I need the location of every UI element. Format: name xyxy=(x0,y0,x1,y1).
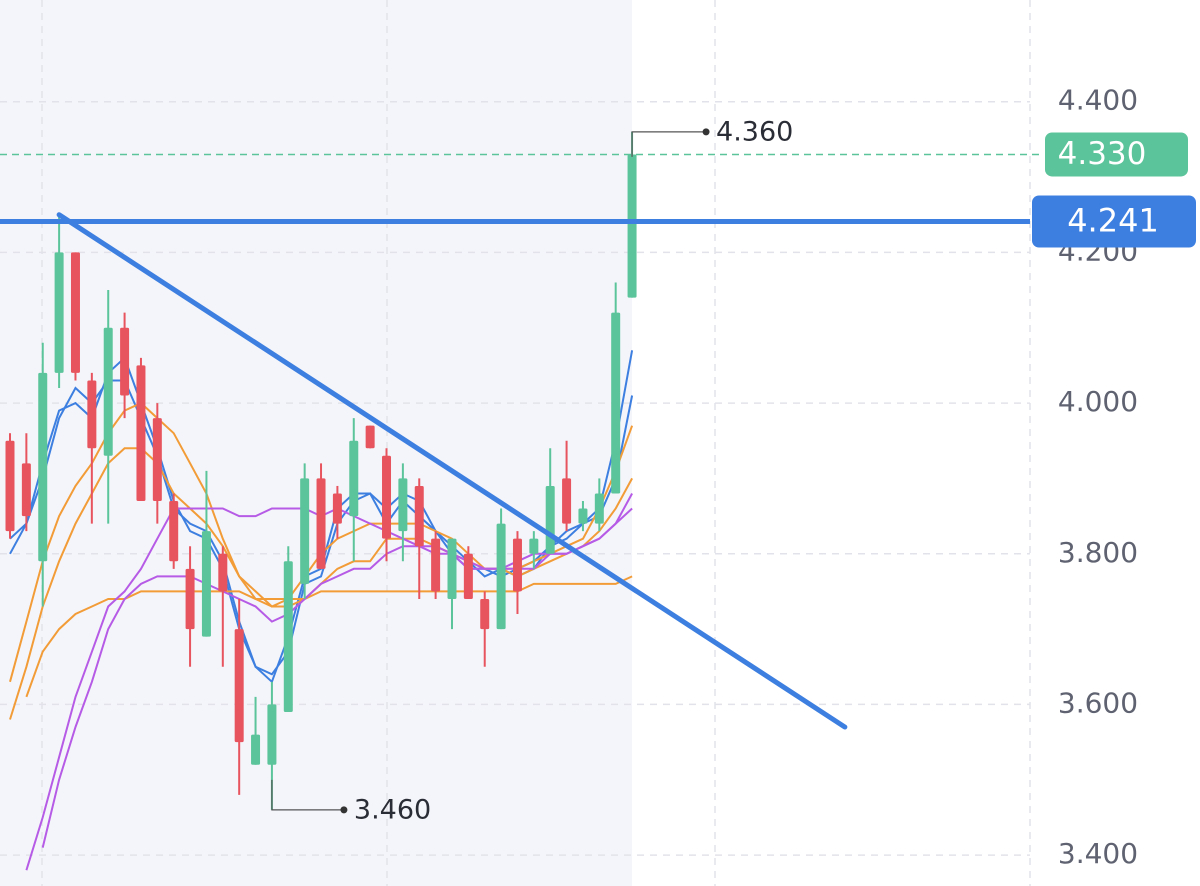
candle-body xyxy=(349,440,359,517)
candle-body xyxy=(447,538,457,599)
marker-dot xyxy=(340,806,348,814)
y-tick-label: 4.000 xyxy=(1058,385,1138,418)
candle-body xyxy=(332,493,342,524)
y-tick-label: 3.400 xyxy=(1058,837,1138,870)
candle-body xyxy=(545,485,555,554)
candle-body xyxy=(594,493,604,524)
candle-body xyxy=(562,478,572,524)
candle-body xyxy=(627,154,637,298)
candle-body xyxy=(234,629,244,743)
candle-body xyxy=(365,425,375,449)
level-badge xyxy=(1032,195,1196,248)
candle-body xyxy=(512,538,522,592)
y-tick-label: 4.400 xyxy=(1058,84,1138,117)
candle-body xyxy=(54,252,64,373)
candle-body xyxy=(5,440,15,532)
y-tick-label: 3.800 xyxy=(1058,536,1138,569)
candle-body xyxy=(300,478,310,584)
y-tick-label: 3.600 xyxy=(1058,686,1138,719)
candle-body xyxy=(201,531,211,637)
trendline xyxy=(56,212,848,730)
candle-body xyxy=(70,252,80,373)
candle-body xyxy=(218,553,228,592)
last-price-label: 4.330 xyxy=(1058,136,1147,172)
candle-body xyxy=(185,568,195,630)
candle-body xyxy=(136,365,146,502)
high-marker-leader xyxy=(631,131,707,157)
candle-body xyxy=(496,523,506,630)
candle-body xyxy=(611,312,621,494)
candle-body xyxy=(414,485,424,547)
candle-body xyxy=(398,478,408,532)
candle-body xyxy=(103,327,113,456)
marker-label: 3.460 xyxy=(354,794,431,825)
candle-body xyxy=(316,478,326,569)
candle-body xyxy=(578,508,588,524)
marker-dot xyxy=(702,128,710,136)
ma-line xyxy=(25,507,633,871)
candle-body xyxy=(120,327,130,396)
candle-body xyxy=(267,704,277,765)
candle-body xyxy=(463,553,473,599)
candle-body xyxy=(283,561,293,712)
candle-body xyxy=(431,538,441,592)
candle-body xyxy=(38,372,48,562)
low-marker-leader xyxy=(271,779,344,811)
last-price-badge xyxy=(1045,132,1188,177)
candle-body xyxy=(529,538,539,554)
candle-body xyxy=(251,734,261,765)
candle-body xyxy=(21,463,31,517)
candle-body xyxy=(152,418,162,502)
marker-label: 4.360 xyxy=(716,116,793,147)
candle-body xyxy=(480,598,490,630)
candle-body xyxy=(87,380,97,449)
candle-body xyxy=(382,455,392,539)
candle-body xyxy=(169,501,179,562)
level-label: 4.241 xyxy=(1067,202,1159,240)
